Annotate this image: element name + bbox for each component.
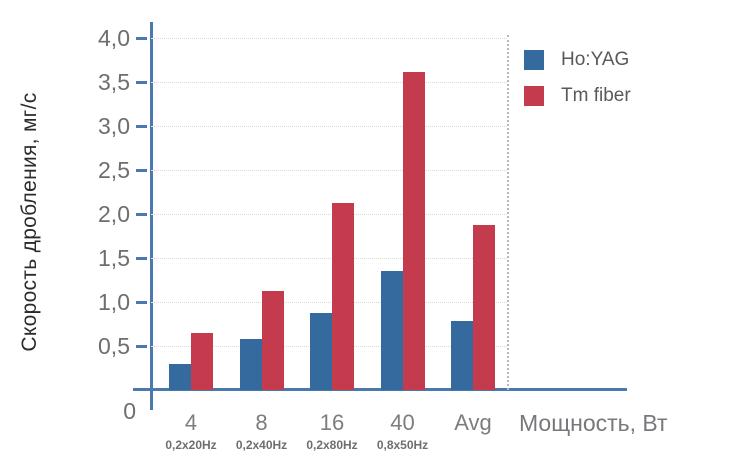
bar-ho-yag-8: [239, 338, 262, 390]
gridline-2-0: [151, 214, 507, 215]
plot-right-dotted-boundary: [507, 35, 509, 390]
x-category-label-16: 16: [319, 410, 345, 435]
gridline-3-5: [151, 82, 507, 83]
bar-ho-yag-avg: [451, 321, 473, 390]
bar-tm-fiber-avg: [473, 224, 495, 390]
y-tick-mark-2-5: [136, 169, 147, 172]
y-tick-mark-1-0: [136, 301, 147, 304]
y-tick-label-1-5: 1,5: [98, 245, 130, 271]
x-category-sublabel-40: 0,8x50Hz: [376, 438, 429, 452]
legend-item-ho-yag: Ho:YAG: [524, 49, 631, 71]
bar-ho-yag-40: [380, 271, 403, 390]
y-tick-label-3-5: 3,5: [98, 69, 130, 95]
gridline-1-5: [151, 258, 507, 259]
y-tick-mark-1-5: [136, 257, 147, 260]
x-category-sublabel-4: 0,2x20Hz: [165, 438, 217, 452]
bar-tm-fiber-40: [402, 72, 425, 390]
y-tick-label-2-5: 2,5: [98, 157, 130, 183]
legend: Ho:YAG Tm fiber: [524, 49, 631, 121]
gridline-2-5: [151, 170, 507, 171]
x-axis-title: Мощность, Вт: [519, 410, 668, 436]
y-tick-mark-3-0: [136, 125, 147, 128]
gridline-3-0: [151, 126, 507, 127]
gridline-1-0: [151, 302, 507, 303]
y-tick-label-1-0: 1,0: [98, 289, 130, 315]
x-category-label-8: 8: [255, 410, 268, 435]
bar-ho-yag-4: [169, 363, 191, 390]
bar-ho-yag-16: [310, 312, 332, 390]
y-tick-mark-2-0: [136, 213, 147, 216]
x-axis-line: [133, 388, 627, 391]
bar-tm-fiber-8: [261, 291, 284, 390]
legend-swatch-ho-yag: [524, 50, 544, 70]
x-category-label-40: 40: [390, 410, 415, 435]
bar-tm-fiber-4: [191, 332, 213, 390]
y-axis-line: [150, 22, 153, 410]
y-tick-label-zero: 0: [123, 398, 136, 424]
y-tick-mark-3-5: [136, 81, 147, 84]
y-tick-label-0-5: 0,5: [98, 333, 130, 359]
y-tick-label-3-0: 3,0: [98, 113, 130, 139]
legend-label-ho-yag: Ho:YAG: [561, 49, 630, 70]
y-tick-label-4-0: 4,0: [98, 25, 130, 51]
x-category-sublabel-16: 0,2x80Hz: [306, 438, 358, 452]
x-category-label-avg: Avg: [454, 410, 492, 435]
legend-swatch-tm-fiber: [524, 86, 544, 106]
y-axis-title: Скорость дробления, мг/с: [18, 92, 41, 352]
y-tick-mark-4-0: [136, 37, 147, 40]
y-tick-label-2-0: 2,0: [98, 201, 130, 227]
x-category-label-4: 4: [184, 410, 198, 435]
x-category-sublabel-8: 0,2x40Hz: [235, 438, 288, 452]
gridline-4-0: [151, 38, 507, 39]
bar-tm-fiber-16: [332, 203, 354, 390]
legend-item-tm-fiber: Tm fiber: [524, 85, 631, 107]
y-tick-mark-0-5: [136, 345, 147, 348]
plot-area: [151, 38, 507, 390]
legend-label-tm-fiber: Tm fiber: [561, 85, 631, 106]
